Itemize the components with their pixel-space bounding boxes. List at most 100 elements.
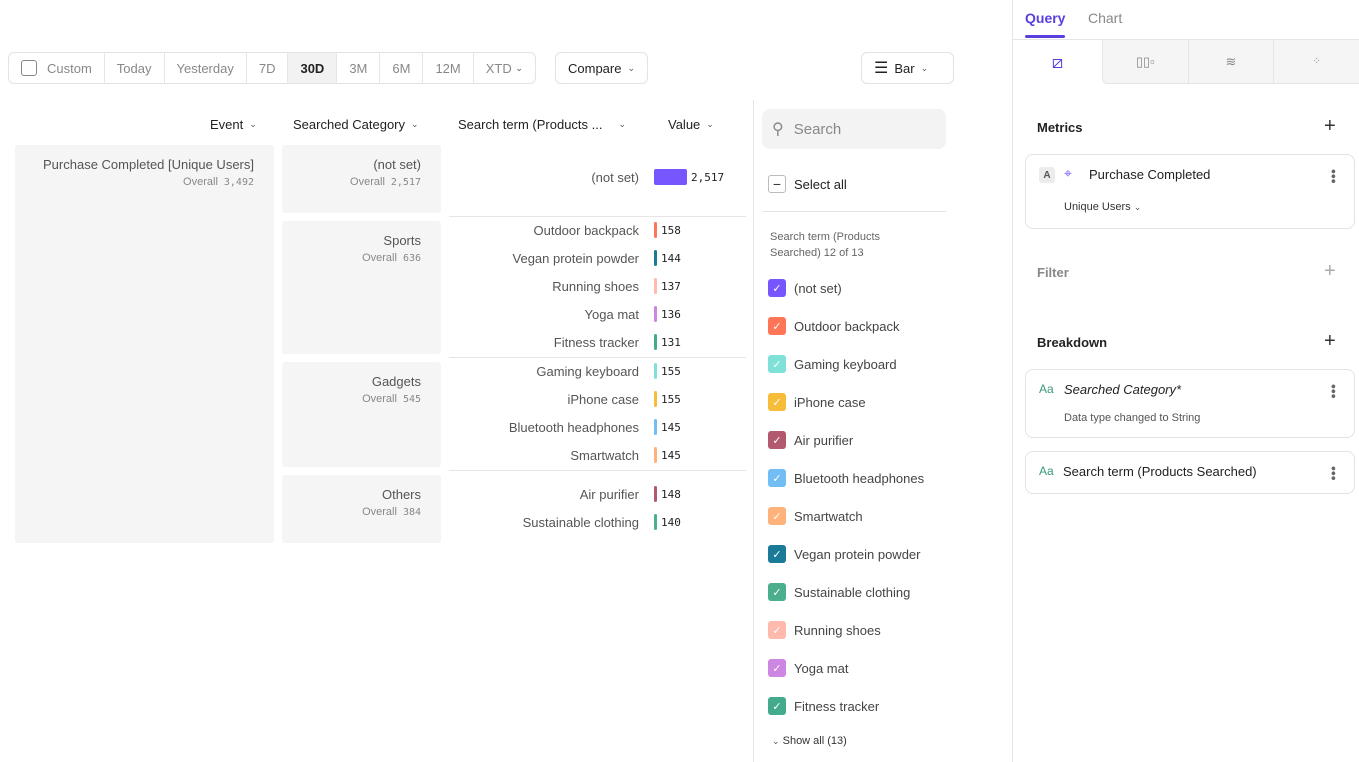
funnels-icon[interactable]: ▯▯▫ <box>1102 40 1188 84</box>
legend-checkbox[interactable]: ✓ <box>768 659 786 677</box>
add-metric-button[interactable]: + <box>1324 115 1336 137</box>
filter-heading: Filter <box>1037 265 1069 280</box>
value-bar[interactable] <box>654 222 657 238</box>
chevron-down-icon: ⌄ <box>920 62 929 73</box>
legend-item-label: Running shoes <box>794 623 881 638</box>
value-bar[interactable] <box>654 169 687 185</box>
legend-item-label: Sustainable clothing <box>794 585 911 600</box>
legend-heading: Search term (Products Searched) 12 of 13 <box>770 231 881 259</box>
column-value[interactable]: Value ⌄ <box>668 117 714 132</box>
chevron-down-icon: ⌄ <box>411 119 419 129</box>
flows-icon[interactable]: ≋ <box>1187 40 1274 84</box>
legend-checkbox[interactable]: ✓ <box>768 279 786 297</box>
legend-checkbox[interactable]: ✓ <box>768 697 786 715</box>
value-label: 131 <box>661 336 681 349</box>
measure-dropdown[interactable]: Unique Users ⌄ <box>1064 201 1142 213</box>
add-breakdown-button[interactable]: + <box>1324 330 1336 352</box>
value-label: 2,517 <box>691 171 725 184</box>
string-type-icon: Aa <box>1039 464 1054 478</box>
value-bar[interactable] <box>654 306 657 322</box>
legend-checkbox[interactable]: ✓ <box>768 545 786 563</box>
value-label: 145 <box>661 449 681 462</box>
value-bar[interactable] <box>654 278 657 294</box>
date-30d[interactable]: 30D <box>288 53 338 83</box>
select-all-checkbox[interactable]: − <box>768 175 786 193</box>
term-label: (not set) <box>591 170 639 185</box>
term-label: Air purifier <box>579 487 639 502</box>
term-label: Fitness tracker <box>553 335 639 350</box>
breakdown-card-term[interactable]: Aa Search term (Products Searched) ••• <box>1025 451 1355 494</box>
legend-item-label: Fitness tracker <box>794 699 880 714</box>
metric-letter-badge: A <box>1039 167 1055 183</box>
tab-chart[interactable]: Chart <box>1088 10 1123 26</box>
check-icon: ✓ <box>772 662 782 675</box>
divider <box>1012 0 1013 762</box>
event-card[interactable]: Purchase Completed [Unique Users] Overal… <box>15 145 274 543</box>
date-12m[interactable]: 12M <box>423 53 474 83</box>
value-bar[interactable] <box>654 447 657 463</box>
legend-checkbox[interactable]: ✓ <box>768 431 786 449</box>
category-card[interactable]: Gadgets Overall 545 <box>282 362 441 467</box>
category-card[interactable]: Others Overall 384 <box>282 475 441 543</box>
legend-checkbox[interactable]: ✓ <box>768 469 786 487</box>
legend-checkbox[interactable]: ✓ <box>768 621 786 639</box>
term-label: Yoga mat <box>584 307 639 322</box>
date-6m[interactable]: 6M <box>380 53 424 83</box>
value-bar[interactable] <box>654 391 657 407</box>
date-7d[interactable]: 7D <box>247 53 289 83</box>
legend-checkbox[interactable]: ✓ <box>768 355 786 373</box>
value-label: 136 <box>661 308 681 321</box>
date-yesterday[interactable]: Yesterday <box>165 53 247 83</box>
value-bar[interactable] <box>654 363 657 379</box>
chevron-down-icon: ⌄ <box>249 119 257 129</box>
search-icon: ⚲ <box>772 121 784 138</box>
compare-button[interactable]: Compare ⌄ <box>555 52 649 84</box>
value-bar[interactable] <box>654 486 657 502</box>
chart-type-button[interactable]: ☰ Bar ⌄ <box>861 52 954 84</box>
term-label: Bluetooth headphones <box>508 420 639 435</box>
legend-checkbox[interactable]: ✓ <box>768 583 786 601</box>
term-label: Smartwatch <box>570 448 639 463</box>
more-icon[interactable]: ••• <box>1326 466 1342 481</box>
tab-query[interactable]: Query <box>1025 10 1066 26</box>
legend-search-input[interactable]: ⚲ Search <box>762 109 946 149</box>
chevron-down-icon: ⌄ <box>515 62 523 73</box>
divider <box>1013 39 1359 40</box>
column-event[interactable]: Event ⌄ <box>210 117 257 132</box>
legend-checkbox[interactable]: ✓ <box>768 507 786 525</box>
check-icon: ✓ <box>772 472 782 485</box>
legend-item-label: Bluetooth headphones <box>794 471 925 486</box>
column-category[interactable]: Searched Category ⌄ <box>293 117 419 132</box>
value-label: 137 <box>661 280 681 293</box>
check-icon: ✓ <box>772 434 782 447</box>
date-custom[interactable]: Custom <box>9 53 105 83</box>
more-icon[interactable]: ••• <box>1326 169 1342 184</box>
breakdown-note: Data type changed to String <box>1064 412 1201 424</box>
check-icon: ✓ <box>772 548 782 561</box>
date-today[interactable]: Today <box>105 53 165 83</box>
value-label: 155 <box>661 393 681 406</box>
value-bar[interactable] <box>654 419 657 435</box>
column-term[interactable]: Search term (Products ... ⌄ <box>458 117 627 132</box>
add-filter-button[interactable]: + <box>1324 260 1336 282</box>
value-bar[interactable] <box>654 514 657 530</box>
group-divider <box>449 216 746 217</box>
category-card[interactable]: (not set) Overall 2,517 <box>282 145 441 213</box>
date-xtd[interactable]: XTD ⌄ <box>485 60 523 76</box>
tab-indicator <box>1025 35 1065 38</box>
legend-checkbox[interactable]: ✓ <box>768 393 786 411</box>
value-bar[interactable] <box>654 250 657 266</box>
category-card[interactable]: Sports Overall 636 <box>282 221 441 354</box>
value-label: 140 <box>661 516 681 529</box>
insights-icon[interactable]: ⧄ <box>1013 40 1102 84</box>
legend-checkbox[interactable]: ✓ <box>768 317 786 335</box>
legend-item-label: Outdoor backpack <box>794 319 900 334</box>
value-bar[interactable] <box>654 334 657 350</box>
breakdown-card-category[interactable]: Aa Searched Category* Data type changed … <box>1025 369 1355 438</box>
date-3m[interactable]: 3M <box>337 53 381 83</box>
metric-card[interactable]: A ⌖ Purchase Completed ••• Unique Users … <box>1025 154 1355 229</box>
retention-icon[interactable]: ⁘ <box>1273 40 1359 84</box>
more-icon[interactable]: ••• <box>1326 384 1342 399</box>
check-icon: ✓ <box>772 510 782 523</box>
show-all-button[interactable]: ⌄ Show all (13) <box>772 735 847 747</box>
